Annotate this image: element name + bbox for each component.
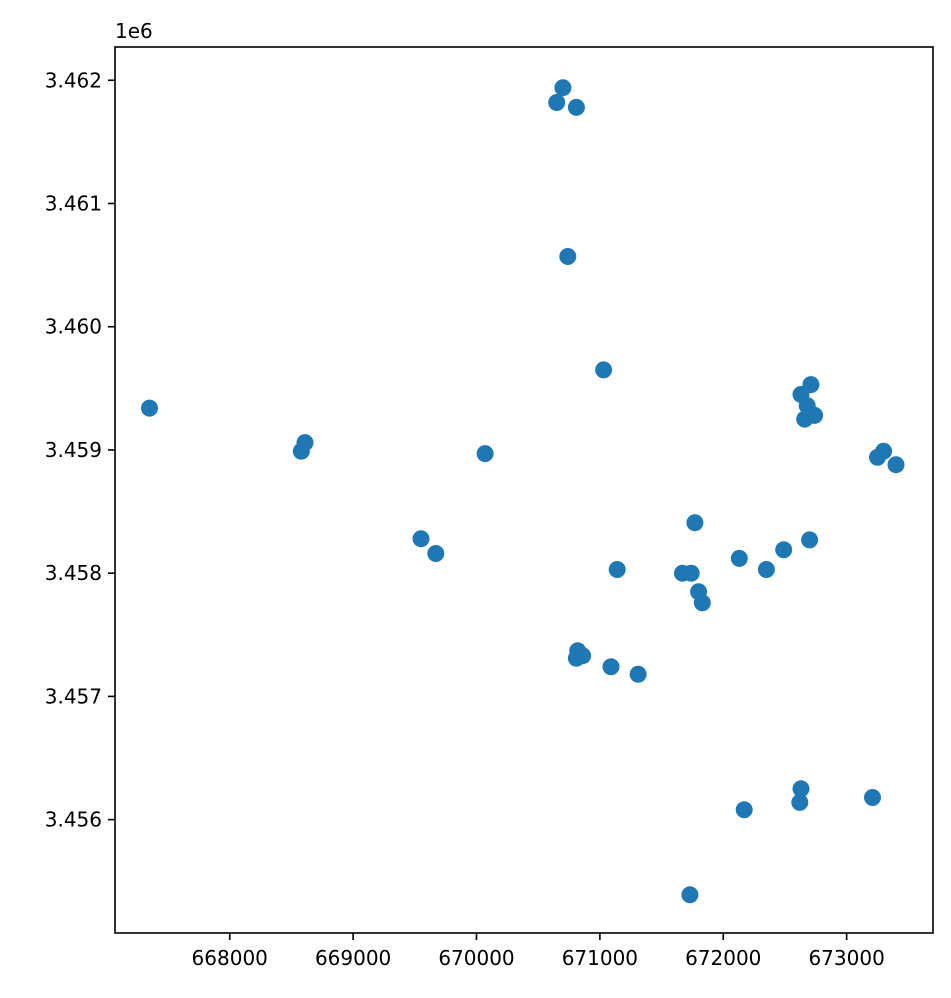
y-tick-label: 3.460 (45, 315, 102, 339)
data-point (887, 456, 905, 474)
plot-frame (114, 46, 934, 934)
data-point (427, 545, 445, 562)
data-point (296, 434, 314, 452)
x-tick-label: 671000 (562, 946, 638, 970)
y-tick-label: 3.462 (45, 68, 102, 92)
y-tick-label: 3.456 (45, 808, 102, 832)
x-tick-label: 672000 (685, 946, 761, 970)
data-point (693, 594, 711, 612)
data-point (595, 361, 613, 379)
data-point (686, 514, 704, 532)
points-layer (141, 79, 905, 904)
data-point (574, 647, 592, 665)
data-point (735, 801, 753, 819)
data-point (629, 665, 647, 683)
data-point (608, 561, 626, 578)
x-tick-label: 670000 (438, 946, 514, 970)
data-point (681, 886, 699, 904)
data-point (730, 549, 748, 567)
y-tick-label: 3.457 (45, 684, 102, 708)
x-tick-label: 669000 (315, 946, 391, 970)
y-tick-label: 3.461 (45, 191, 102, 215)
data-point (559, 248, 577, 265)
x-axis: 668000 669000 670000 671000 672000 673000 (192, 933, 885, 970)
data-point (412, 530, 430, 548)
data-point (141, 399, 158, 417)
data-point (864, 789, 881, 806)
data-point (548, 94, 566, 111)
data-point (602, 658, 620, 676)
data-point (875, 442, 893, 460)
data-point (806, 406, 824, 424)
data-point (802, 376, 820, 394)
y-tick-label: 3.459 (45, 438, 102, 462)
y-axis: 3.456 3.457 3.458 3.459 3.460 3.461 3.462 (45, 68, 115, 832)
data-point (791, 793, 809, 811)
data-point (801, 531, 819, 549)
data-point (757, 561, 775, 578)
data-point (567, 98, 585, 116)
data-point (775, 541, 793, 559)
data-point (476, 445, 494, 463)
data-point (792, 780, 810, 798)
y-tick-label: 3.458 (45, 561, 102, 585)
data-point (554, 79, 572, 97)
x-tick-label: 673000 (808, 946, 884, 970)
data-point (682, 564, 700, 582)
y-axis-offset-label: 1e6 (115, 19, 153, 43)
x-tick-label: 668000 (192, 946, 268, 970)
